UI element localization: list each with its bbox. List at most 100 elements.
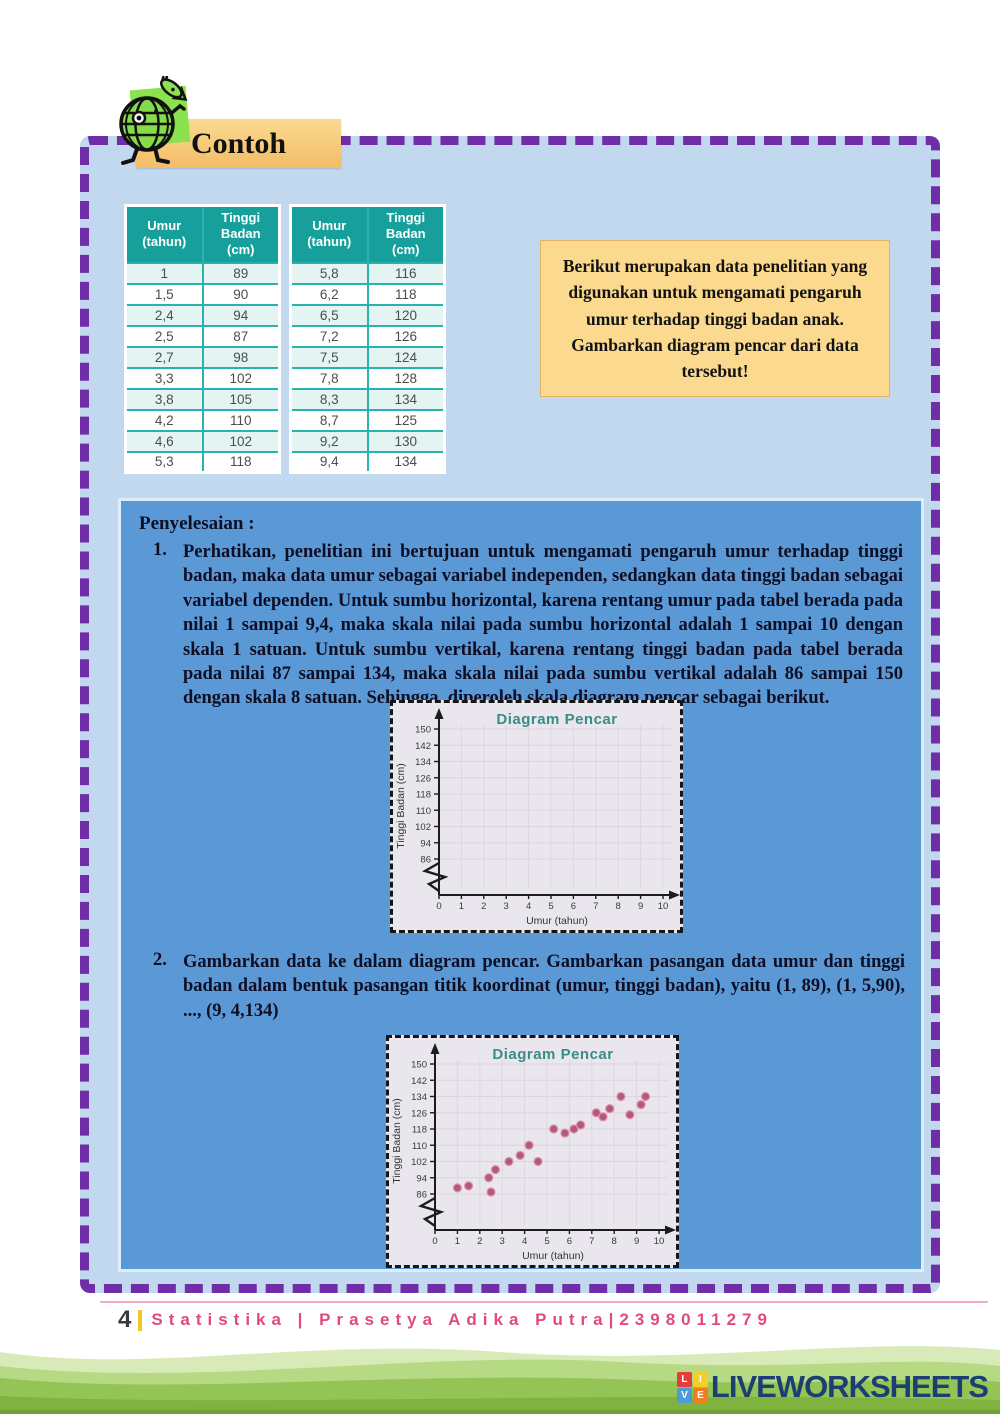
table-row: 3,3 102 — [124, 366, 281, 390]
table-row: 7,8 128 — [289, 366, 446, 390]
age-height-table-1: Umur (tahun) Tinggi Badan (cm) 1 89 1,5 90 2,4… — [124, 204, 281, 474]
table-row: 5,8 116 — [289, 261, 446, 285]
logo-letter-l: L — [676, 1371, 692, 1387]
svg-text:1: 1 — [459, 901, 464, 912]
svg-text:102: 102 — [411, 1157, 427, 1168]
solution-item-2-number: 2. — [153, 950, 167, 970]
svg-text:150: 150 — [411, 1060, 427, 1071]
table-cell: 134 — [366, 450, 446, 474]
table-row: 7,5 124 — [289, 345, 446, 369]
svg-text:2: 2 — [481, 901, 486, 912]
table-cell: 6,5 — [289, 303, 369, 327]
svg-text:4: 4 — [522, 1236, 527, 1247]
table-cell: 2,7 — [124, 345, 204, 369]
table-cell: 1,5 — [124, 282, 204, 306]
svg-text:134: 134 — [415, 757, 431, 768]
table-cell: 110 — [201, 408, 281, 432]
scatter-chart-empty: Diagram Pencar 86 94 102 110 118 126 134 142 150 0… — [390, 700, 683, 933]
example-header-label: Contoh — [190, 126, 287, 160]
table-row: 1,5 90 — [124, 282, 281, 306]
hills-illustration — [0, 1346, 1000, 1414]
table-row: 9,2 130 — [289, 429, 446, 453]
svg-text:Diagram Pencar: Diagram Pencar — [496, 711, 617, 728]
svg-text:150: 150 — [415, 725, 431, 736]
table-row: 8,7 125 — [289, 408, 446, 432]
solution-item-1: 1. Perhatikan, penelitian ini bertujuan … — [153, 540, 903, 711]
svg-text:Umur (tahun): Umur (tahun) — [526, 915, 588, 927]
svg-text:Diagram Pencar: Diagram Pencar — [492, 1046, 613, 1063]
solution-title: Penyelesaian : — [139, 513, 255, 534]
table-cell: 98 — [201, 345, 281, 369]
table-cell: 7,2 — [289, 324, 369, 348]
svg-text:Tinggi Badan (cm): Tinggi Badan (cm) — [391, 1098, 403, 1183]
svg-text:110: 110 — [412, 1141, 427, 1152]
solution-item-1-number: 1. — [153, 540, 167, 560]
table-cell: 4,2 — [124, 408, 204, 432]
logo-letter-v: V — [676, 1387, 692, 1403]
svg-text:10: 10 — [654, 1236, 665, 1247]
table-cell: 118 — [201, 450, 281, 474]
table-header-cell: Tinggi Badan (cm) — [201, 204, 281, 264]
svg-text:5: 5 — [548, 901, 553, 912]
liveworksheets-brand: L I V E LIVEWORKSHEETS — [676, 1369, 989, 1405]
table-cell: 8,7 — [289, 408, 369, 432]
table-cell: 116 — [366, 261, 446, 285]
table-row: 2,7 98 — [124, 345, 281, 369]
footer-credit: Statistika | Prasetya Adika Putra|239801… — [151, 1310, 773, 1329]
svg-text:8: 8 — [612, 1236, 617, 1247]
table-cell: 3,8 — [124, 387, 204, 411]
svg-text:118: 118 — [416, 790, 431, 801]
question-box: Berikut merupakan data penelitian yang d… — [540, 240, 890, 398]
table-cell: 6,2 — [289, 282, 369, 306]
solution-item-2-text: Gambarkan data ke dalam diagram pencar. … — [183, 952, 905, 1021]
table-row: 9,4 134 — [289, 450, 446, 474]
footer: 4 Statistika | Prasetya Adika Putra|2398… — [118, 1305, 773, 1335]
svg-text:7: 7 — [589, 1236, 594, 1247]
svg-text:4: 4 — [526, 901, 531, 912]
table-cell: 2,4 — [124, 303, 204, 327]
svg-text:7: 7 — [593, 901, 598, 912]
logo-letter-i: I — [692, 1371, 708, 1387]
table-cell: 1 — [124, 261, 204, 285]
table-row: 4,6 102 — [124, 429, 281, 453]
table-row: 2,4 94 — [124, 303, 281, 327]
table-cell: 5,3 — [124, 450, 204, 474]
svg-text:10: 10 — [658, 901, 669, 912]
table-cell: 90 — [201, 282, 281, 306]
table-cell: 124 — [366, 345, 446, 369]
turtle-globe-icon — [110, 67, 196, 172]
table-cell: 8,3 — [289, 387, 369, 411]
svg-text:5: 5 — [544, 1236, 549, 1247]
solution-item-1-text: Perhatikan, penelitian ini bertujuan unt… — [183, 542, 903, 709]
svg-text:126: 126 — [415, 773, 431, 784]
svg-text:134: 134 — [411, 1092, 427, 1103]
svg-text:94: 94 — [416, 1173, 427, 1184]
svg-text:6: 6 — [571, 901, 576, 912]
svg-text:142: 142 — [411, 1076, 427, 1087]
table-cell: 105 — [201, 387, 281, 411]
table-header-cell: Tinggi Badan (cm) — [366, 204, 446, 264]
table-header-cell: Umur (tahun) — [289, 204, 369, 264]
question-text: Berikut merupakan data penelitian yang d… — [562, 256, 868, 381]
table-cell: 9,2 — [289, 429, 369, 453]
table-cell: 118 — [366, 282, 446, 306]
footer-divider — [100, 1301, 988, 1303]
svg-text:86: 86 — [416, 1190, 427, 1201]
svg-text:2: 2 — [477, 1236, 482, 1247]
svg-text:0: 0 — [436, 901, 441, 912]
table-cell: 2,5 — [124, 324, 204, 348]
scatter-chart-filled: Diagram Pencar 86 94 102 110 118 126 134 142 150 0… — [386, 1035, 679, 1268]
table-cell: 125 — [366, 408, 446, 432]
table-cell: 5,8 — [289, 261, 369, 285]
svg-text:102: 102 — [415, 822, 431, 833]
table-cell: 3,3 — [124, 366, 204, 390]
table-cell: 7,8 — [289, 366, 369, 390]
table-cell: 102 — [201, 366, 281, 390]
svg-text:8: 8 — [616, 901, 621, 912]
table-cell: 128 — [366, 366, 446, 390]
svg-text:Tinggi Badan (cm): Tinggi Badan (cm) — [395, 763, 407, 848]
liveworksheets-logo-icon: L I V E — [676, 1371, 708, 1403]
table-row: 2,5 87 — [124, 324, 281, 348]
table-cell: 89 — [201, 261, 281, 285]
svg-text:3: 3 — [500, 1236, 505, 1247]
